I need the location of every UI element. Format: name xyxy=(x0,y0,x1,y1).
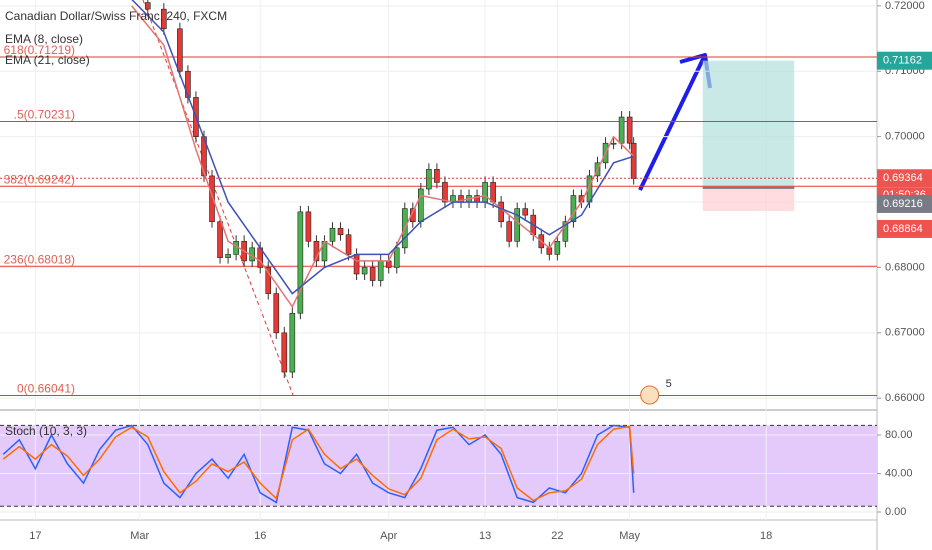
fib-label: 236(0.68018) xyxy=(4,252,75,266)
y-tick-label: 0.70000 xyxy=(885,131,925,143)
y-tick-label: 0.00 xyxy=(885,506,906,518)
x-tick-label: May xyxy=(619,530,640,542)
candle xyxy=(217,221,223,258)
x-tick-label: Mar xyxy=(130,530,149,542)
fib-label: 382(0.69242) xyxy=(4,172,75,186)
fib-label: 0(0.66041) xyxy=(17,382,75,396)
legend-entry: EMA (8, close) xyxy=(5,32,83,46)
candle xyxy=(209,175,215,222)
candle xyxy=(522,208,529,216)
chart-title: Canadian Dollar/Swiss Franc, 240, FXCM xyxy=(5,9,227,23)
stoch-band xyxy=(0,425,877,507)
x-tick-label: 22 xyxy=(551,530,563,542)
candle xyxy=(490,182,496,203)
candle xyxy=(562,221,569,242)
fib-label: .5(0.70231) xyxy=(14,108,75,122)
price-badge-label: 0.68864 xyxy=(883,223,923,235)
candle xyxy=(570,195,577,222)
price-badge-label: 0.71162 xyxy=(883,55,922,67)
candle xyxy=(177,28,183,72)
price-badge-label: 0.69216 xyxy=(883,198,923,210)
candle xyxy=(410,208,416,222)
candle xyxy=(345,234,352,255)
candle xyxy=(337,227,344,236)
x-tick-label: Apr xyxy=(380,530,397,542)
candle xyxy=(329,227,336,242)
y-tick-label: 0.68000 xyxy=(885,261,925,273)
candle xyxy=(546,247,553,255)
candle xyxy=(289,312,296,373)
candle xyxy=(369,267,376,281)
candle xyxy=(418,188,424,222)
candle xyxy=(610,142,617,145)
event-count: 5 xyxy=(666,378,672,390)
x-tick-label: 18 xyxy=(760,530,772,542)
x-tick-label: 13 xyxy=(479,530,491,542)
candle xyxy=(273,293,280,334)
price-badge-label: 0.69364 xyxy=(883,172,923,184)
candle xyxy=(393,247,400,268)
candle xyxy=(361,267,368,275)
series-line xyxy=(131,5,635,309)
candle xyxy=(353,254,360,275)
x-tick-label: 17 xyxy=(29,530,41,542)
candle xyxy=(385,260,392,268)
candle xyxy=(144,2,151,10)
y-tick-label: 0.67000 xyxy=(885,327,925,339)
fib-label: 618(0.71219) xyxy=(4,43,75,57)
event-icon xyxy=(640,385,660,405)
fib-trendline xyxy=(142,0,294,396)
y-tick-label: 0.66000 xyxy=(885,392,925,404)
position-stop xyxy=(702,187,795,211)
candle xyxy=(482,182,488,203)
candle xyxy=(506,221,512,242)
price-badge xyxy=(877,194,932,213)
candle xyxy=(434,169,440,183)
candle xyxy=(554,240,561,255)
candle xyxy=(185,70,191,98)
series-line xyxy=(2,425,635,502)
candle xyxy=(377,260,384,281)
y-tick-label: 80.00 xyxy=(885,429,913,441)
candle xyxy=(265,267,272,294)
candle xyxy=(297,211,304,314)
candle xyxy=(626,116,633,144)
legend-entry: EMA (21, close) xyxy=(5,53,90,67)
series-line xyxy=(131,0,634,295)
candle xyxy=(281,332,288,373)
price-badge xyxy=(877,169,932,188)
candle xyxy=(426,169,432,190)
x-tick-label: 16 xyxy=(254,530,266,542)
candle xyxy=(630,142,637,179)
price-badge xyxy=(877,219,932,238)
candle xyxy=(498,201,504,222)
candle xyxy=(618,116,625,144)
indicator-title: Stoch (10, 3, 3) xyxy=(5,424,87,438)
candle xyxy=(442,182,448,203)
position-target xyxy=(702,60,795,188)
candle xyxy=(225,254,231,258)
y-tick-label: 40.00 xyxy=(885,467,913,479)
y-tick-label: 0.72000 xyxy=(885,0,925,12)
price-badge xyxy=(877,51,932,70)
candle xyxy=(305,211,312,242)
candle xyxy=(514,208,521,242)
candle xyxy=(161,8,167,30)
